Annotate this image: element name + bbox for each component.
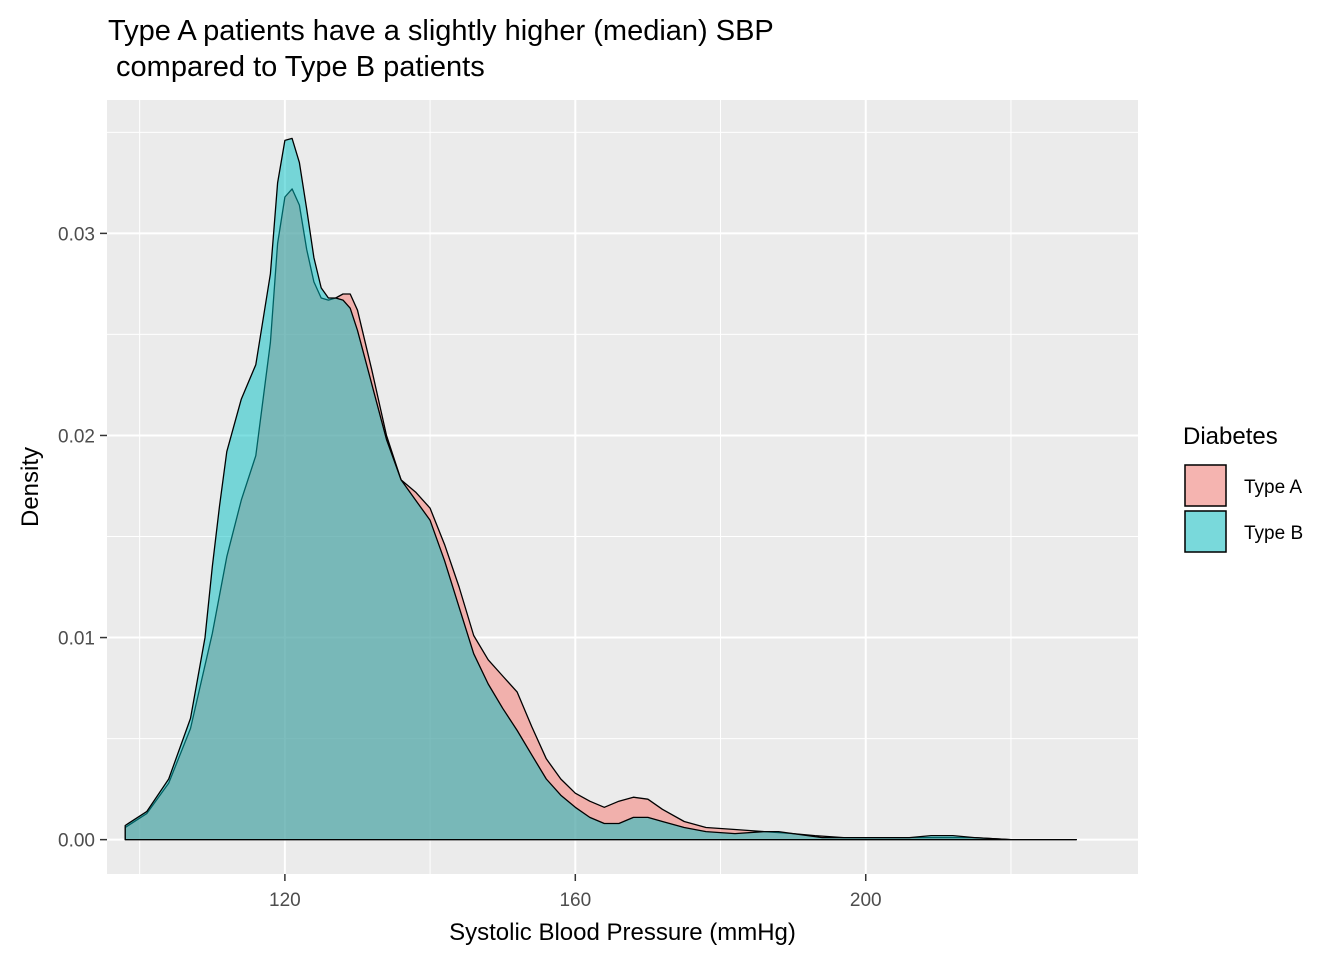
- y-axis: 0.00 0.01 0.02 0.03: [58, 224, 107, 852]
- legend-label-type-b: Type B: [1244, 523, 1303, 544]
- x-axis: 120 160 200: [269, 874, 882, 911]
- legend: Diabetes Type A Type B: [1183, 423, 1303, 553]
- y-axis-title: Density: [17, 447, 44, 527]
- x-tick-label: 160: [559, 890, 591, 911]
- legend-key-type-a: [1184, 464, 1227, 507]
- legend-key-type-b: [1184, 510, 1227, 553]
- y-tick-label: 0.00: [58, 831, 95, 852]
- legend-title: Diabetes: [1183, 423, 1278, 450]
- y-tick-label: 0.02: [58, 426, 95, 447]
- density-area-type-b: [124, 137, 1077, 841]
- grid-minor: [107, 100, 1138, 874]
- y-tick-label: 0.03: [58, 224, 95, 245]
- series-layer: [124, 137, 1077, 841]
- legend-label-type-a: Type A: [1244, 477, 1302, 498]
- x-tick-label: 120: [269, 890, 301, 911]
- x-tick-label: 200: [850, 890, 882, 911]
- x-axis-title: Systolic Blood Pressure (mmHg): [449, 919, 796, 946]
- chart-title: Type A patients have a slightly higher (…: [108, 15, 774, 83]
- y-tick-label: 0.01: [58, 629, 95, 650]
